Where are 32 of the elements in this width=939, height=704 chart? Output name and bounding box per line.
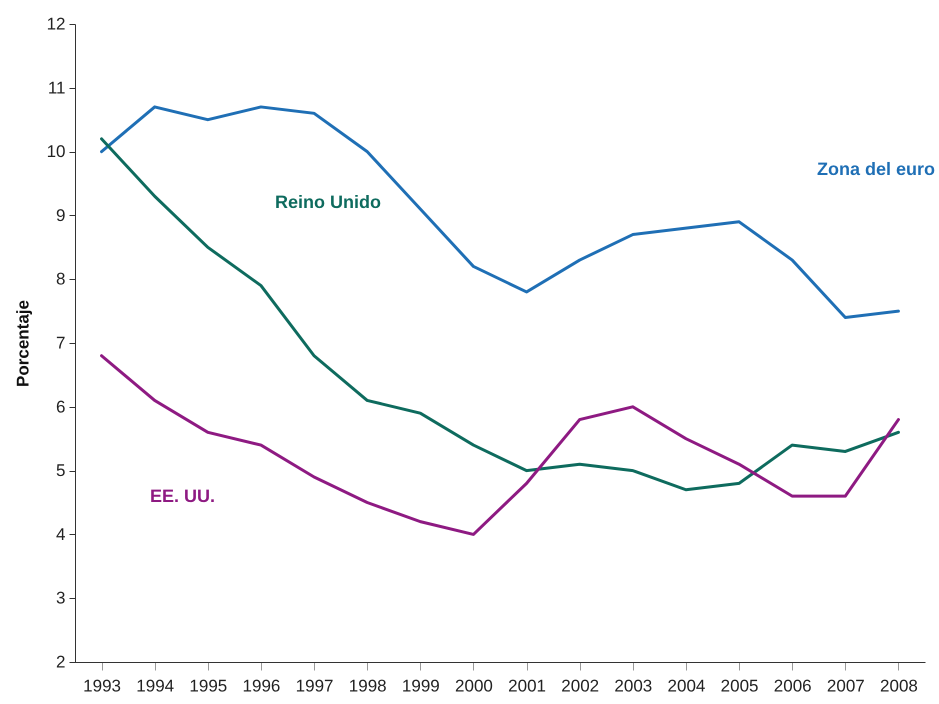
x-tick-label: 1994 bbox=[136, 676, 174, 696]
x-tick-label: 1997 bbox=[296, 676, 334, 696]
y-tick-label: 10 bbox=[46, 142, 66, 162]
x-tick-label: 2007 bbox=[826, 676, 865, 696]
x-tick-label: 2006 bbox=[774, 676, 812, 696]
x-tick-label: 2005 bbox=[720, 676, 758, 696]
x-tick-label: 2001 bbox=[508, 676, 546, 696]
y-tick-label: 2 bbox=[56, 652, 66, 672]
x-tick-label: 1995 bbox=[189, 676, 228, 696]
y-tick-label: 8 bbox=[56, 270, 66, 289]
y-tick-label: 11 bbox=[48, 78, 66, 98]
y-axis-title: Porcentaje bbox=[14, 300, 33, 387]
y-tick-label: 7 bbox=[56, 334, 66, 352]
y-tick-label: 9 bbox=[56, 206, 66, 225]
x-tick-label: 2004 bbox=[668, 676, 706, 696]
y-tick-label: 5 bbox=[56, 461, 66, 480]
y-tick-label: 3 bbox=[56, 588, 66, 608]
x-tick-label: 1999 bbox=[402, 676, 440, 696]
text: EE. UU. bbox=[150, 486, 216, 506]
x-tick-label: 2003 bbox=[614, 676, 652, 696]
x-tick-label: 2008 bbox=[880, 676, 918, 696]
x-tick-label: 1998 bbox=[348, 676, 387, 696]
x-tick-label: 2000 bbox=[455, 676, 493, 696]
text: Reino Unido bbox=[275, 192, 381, 212]
y-tick-label: 6 bbox=[56, 397, 66, 416]
text: Zona del euro bbox=[817, 159, 936, 179]
x-tick-label: 1993 bbox=[83, 676, 121, 696]
y-tick-label: 4 bbox=[56, 524, 66, 544]
line-series bbox=[100, 354, 900, 536]
y-tick-label: 12 bbox=[46, 14, 66, 34]
x-tick-label: 1996 bbox=[242, 676, 280, 696]
x-tick-label: 2002 bbox=[561, 676, 600, 696]
